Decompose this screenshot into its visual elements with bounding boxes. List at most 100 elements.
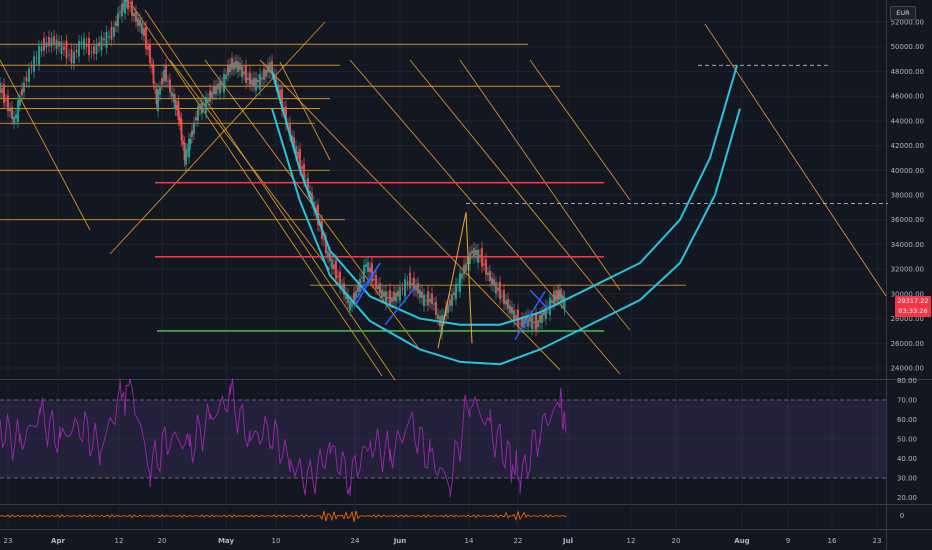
candle-body (189, 139, 192, 145)
candle-body (279, 89, 281, 98)
candle-body (159, 86, 161, 95)
candle-body (283, 107, 285, 112)
trend-line (459, 59, 621, 291)
x-tick-label: 22 (514, 537, 523, 545)
candle-body (151, 63, 153, 68)
currency-badge[interactable]: EUR (890, 6, 916, 20)
x-tick-label: 23 (873, 537, 882, 545)
candle-body (401, 288, 404, 290)
candle-body (455, 283, 457, 299)
candle-body (30, 66, 33, 68)
candle-body (21, 88, 23, 96)
candle-body (137, 17, 139, 26)
candle-body (471, 250, 473, 254)
trend-line (349, 59, 621, 375)
candle-body (11, 107, 13, 119)
trend-line (0, 59, 91, 231)
candle-body (559, 289, 561, 299)
candle-body (511, 307, 513, 314)
candle-body (203, 103, 205, 106)
candle-body (423, 294, 425, 306)
candle-body (461, 273, 463, 279)
candle-body (197, 105, 199, 121)
candle-body (562, 295, 564, 302)
candle-body (98, 42, 100, 47)
candle-body (525, 317, 527, 323)
candle-body (339, 271, 341, 288)
trend-line (704, 23, 887, 297)
candle-body (223, 73, 225, 93)
candle-body (473, 248, 475, 258)
oscillator-line (0, 510, 567, 522)
candle-body (285, 106, 287, 125)
candle-body (429, 298, 431, 303)
candle-body (487, 272, 489, 276)
candle-body (7, 95, 9, 111)
candle-body (141, 22, 143, 34)
candle-body (385, 291, 387, 305)
trend-line (129, 1, 383, 377)
candle-body (377, 285, 379, 290)
candle-body (131, 1, 133, 16)
candle-body (331, 259, 333, 269)
y-tick-label: 50000.00 (891, 43, 924, 51)
candle-body (393, 291, 395, 301)
candle-body (539, 314, 541, 323)
candle-body (375, 274, 377, 289)
candle-body (463, 264, 465, 275)
candle-body (301, 166, 303, 169)
x-tick-label: 24 (351, 537, 360, 545)
candle-body (243, 71, 245, 75)
candle-body (327, 251, 329, 258)
candle-body (155, 89, 158, 104)
spike-line (437, 212, 467, 349)
candle-body (221, 83, 223, 86)
candle-body (249, 72, 251, 85)
candle-body (235, 60, 237, 68)
candle-body (507, 298, 509, 309)
candle-body (353, 292, 355, 303)
candle-body (154, 87, 156, 89)
candle-body (193, 122, 195, 134)
candle-body (347, 294, 349, 303)
x-tick-label: 14 (465, 537, 474, 545)
candle-body (447, 304, 449, 314)
candle-body (211, 91, 213, 99)
candle-body (227, 65, 229, 76)
candle-body (545, 305, 547, 320)
x-tick-label: Jul (562, 537, 573, 545)
spike-line (465, 212, 473, 344)
candle-body (241, 66, 243, 78)
candle-body (231, 58, 233, 70)
candle-body (80, 41, 83, 43)
current-price-label: 29317.22 (897, 297, 929, 305)
candle-body (173, 93, 175, 103)
candle-body (152, 65, 155, 84)
candle-body (477, 249, 479, 263)
rsi-tick-label: 60.00 (897, 416, 917, 424)
candle-body (349, 300, 351, 311)
candle-body (531, 316, 533, 330)
candle-body (483, 263, 485, 265)
candle-body (117, 13, 119, 27)
x-tick-label: Apr (51, 537, 65, 545)
candle-body (379, 283, 381, 294)
candle-body (395, 292, 397, 302)
candle-body (5, 99, 7, 101)
candle-body (263, 68, 265, 80)
candle-body (48, 36, 50, 47)
candle-body (149, 44, 151, 64)
candle-body (55, 39, 58, 49)
candle-body (361, 277, 363, 278)
candle-body (481, 247, 483, 267)
candle-body (58, 41, 60, 47)
candle-body (45, 42, 48, 48)
current-price-badge: 29317.22 03:33:26 (895, 296, 931, 317)
candle-body (519, 323, 521, 325)
candle-body (397, 290, 399, 297)
pattern-marker-line (529, 289, 551, 312)
candle-body (165, 64, 167, 82)
candle-body (110, 27, 113, 40)
